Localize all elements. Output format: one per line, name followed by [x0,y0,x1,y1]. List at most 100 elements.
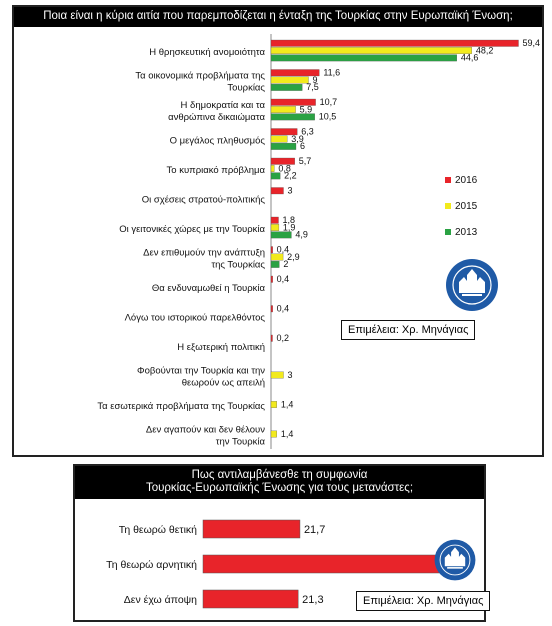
data-label: 2 [283,259,288,269]
bar-2015 [270,106,296,113]
bar-2015 [270,47,472,54]
bar-2015 [270,430,277,438]
data-label: 59,4 [523,38,541,48]
category-label: Τα εσωτερικά προβλήματα της Τουρκίας [97,401,265,412]
chart-title-line: Τουρκίας-Ευρωπαϊκής Ένωσης για τους μετα… [145,482,414,494]
category-label: Φοβούνται την Τουρκία και την [137,365,265,376]
bar-2016 [270,157,295,165]
data-label: 10,5 [319,112,337,122]
category-label: Δεν επιθυμούν την ανάπτυξη [143,247,265,258]
category-label: Οι σχέσεις στρατού-πολιτικής [142,194,266,205]
chart-title: Ποια είναι η κύρια αιτία που παρεμποδίζε… [14,7,542,27]
chart-title: Πως αντιλαμβάνεσθε τη συμφωνία Τουρκίας-… [75,466,484,499]
legend-swatch-2016 [445,177,451,183]
data-label: 10,7 [320,97,338,107]
category-label: Ο μεγάλος πληθυσμός [170,135,266,146]
category-label: Η εξωτερική πολιτική [177,342,265,353]
bar-2016 [270,334,273,342]
chart-title-line: Ποια είναι η κύρια αιτία που παρεμποδίζε… [43,10,513,22]
bar-2015 [270,76,309,84]
data-label: 1,9 [283,222,296,232]
bar-2016 [270,128,298,136]
bar-2013 [270,172,281,180]
category-label: Το κυπριακό πρόβλημα [167,165,266,176]
bar-2015 [270,165,275,172]
bar-2016 [270,39,519,47]
category-label: Τη θεωρώ αρνητική [106,559,197,571]
data-label: 0,8 [278,163,291,173]
category-label: Η δημοκρατία και τα [181,100,266,111]
data-label: 3 [288,370,293,380]
legend-swatch-2013 [445,229,451,235]
bar [202,519,301,539]
data-label: 11,6 [323,68,340,78]
bar-2016 [270,98,316,106]
data-label: 44,6 [461,53,479,63]
data-label: 3,9 [291,134,304,144]
chart-title-line: Πως αντιλαμβάνεσθε τη συμφωνία [191,469,368,481]
bar [202,554,458,574]
data-label: 1,4 [281,429,294,439]
data-label: 21,7 [304,524,325,536]
legend-label: 2013 [455,227,478,238]
data-label: 5,7 [299,156,312,166]
data-label: 48,2 [476,45,494,55]
category-label: θεωρούν ως απειλή [182,377,265,388]
category-label: Θα ενδυναμωθεί η Τουρκία [152,283,266,294]
bar-2016 [270,69,320,77]
bar-2016 [270,216,279,224]
category-label: Δεν αγαπούν και δεν θέλουν [146,424,265,435]
bar-2013 [270,142,297,150]
category-label: Τη θεωρώ θετική [119,524,197,536]
category-label: Δεν έχω άποψη [124,594,197,606]
category-label: Λόγω του ιστορικού παρελθόντος [125,312,266,323]
data-label: 1,4 [281,399,294,409]
data-label: 5,9 [300,104,313,114]
data-label: 0,2 [277,333,290,343]
data-label: 0,4 [277,304,290,314]
data-label: 0,4 [277,245,290,255]
chart-panel-eu-accession: Ποια είναι η κύρια αιτία που παρεμποδίζε… [12,5,544,457]
category-label: Η θρησκευτική ανομοιότητα [149,47,265,58]
data-label: 7,5 [306,82,319,92]
data-label: 1,8 [283,215,296,225]
credit-label: Επιμέλεια: Χρ. Μηνάγιας [341,320,476,340]
category-label: την Τουρκία [216,436,266,447]
category-label: της Τουρκίας [211,259,265,270]
bar-2013 [270,113,315,121]
bar-2013 [270,260,280,268]
credit-label: Επιμέλεια: Χρ. Μηνάγιας [356,591,491,611]
bar-2016 [270,275,273,283]
data-label: 3 [288,186,293,196]
bar-2015 [270,253,284,261]
data-label: 6,3 [301,127,314,137]
bar-2016 [270,187,284,195]
data-label: 21,3 [302,594,323,606]
category-label: ανθρώπινα δικαιώματα [168,112,265,123]
bar-2016 [270,246,273,254]
data-label: 9 [313,75,318,85]
bar-2015 [270,401,277,408]
legend-label: 2015 [455,201,478,212]
data-label: 4,9 [295,230,308,240]
data-label: 2,2 [284,171,297,181]
bar-2016 [270,305,273,313]
data-label: 0,4 [277,274,290,284]
bar-2013 [270,83,303,91]
category-label: Τα οικονομικά προβλήματα της [135,70,265,81]
category-label: Τουρκίας [227,82,265,93]
bar-2013 [270,54,457,62]
legend-label: 2016 [455,175,478,186]
data-label: 6 [300,141,305,151]
bar-chart-eu-accession: Η θρησκευτική ανομοιότητα 59,4 48,244,6 Τα … [97,34,541,449]
category-label: Οι γειτονικές χώρες με την Τουρκία [119,224,265,235]
chart-panel-migrant-deal: Πως αντιλαμβάνεσθε τη συμφωνία Τουρκίας-… [73,464,491,622]
bar [202,589,299,609]
bar-2015 [270,135,288,143]
bar-2015 [270,371,284,379]
bar-2015 [270,224,280,231]
bar-2013 [270,231,292,239]
data-label: 2,9 [287,252,300,262]
legend-swatch-2015 [445,203,451,209]
